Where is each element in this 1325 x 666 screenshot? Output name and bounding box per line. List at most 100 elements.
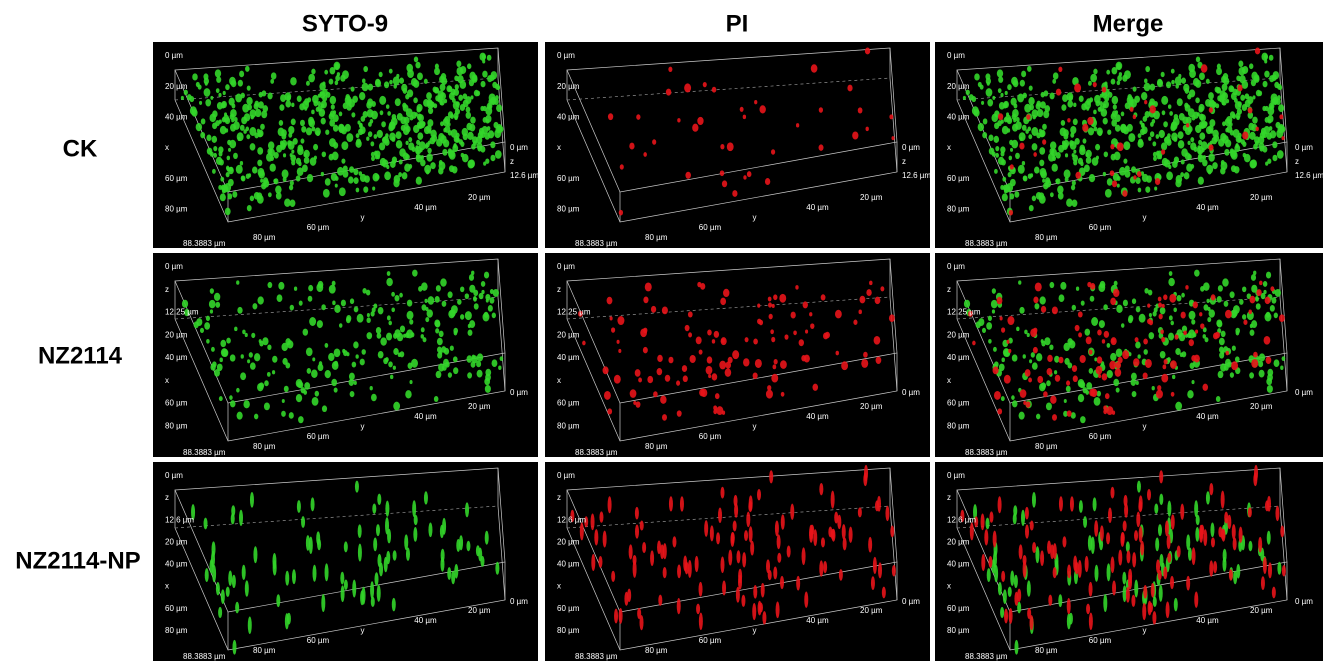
cell: [963, 96, 966, 100]
cell: [1232, 346, 1236, 351]
cell: [771, 337, 775, 342]
cell: [393, 550, 397, 560]
cell: [1078, 332, 1082, 337]
cell: [1061, 120, 1065, 126]
cell: [1253, 473, 1257, 486]
cell: [466, 107, 471, 113]
cell: [618, 349, 621, 353]
cell: [388, 361, 393, 367]
cell: [182, 300, 188, 308]
axis-label: 80 µm: [1035, 442, 1058, 451]
cell: [993, 347, 997, 352]
cell: [281, 411, 286, 417]
cell: [400, 116, 406, 124]
cell: [988, 339, 992, 344]
cell: [635, 524, 639, 538]
cell: [1240, 95, 1245, 101]
cell: [1135, 337, 1139, 342]
axis-label: z: [947, 285, 951, 294]
cell: [303, 329, 309, 336]
cell: [344, 579, 348, 590]
axis-label: z: [165, 493, 169, 502]
cell: [1000, 316, 1003, 320]
cell: [1032, 362, 1038, 369]
cell: [1190, 363, 1195, 369]
cell: [1107, 129, 1111, 134]
cell: [355, 354, 358, 358]
cell: [333, 110, 336, 114]
cell: [480, 131, 485, 138]
cell: [1001, 159, 1006, 165]
cell: [821, 537, 825, 547]
cell: [407, 300, 412, 307]
cell: [229, 77, 236, 86]
cell: [481, 81, 486, 87]
cell: [1110, 353, 1116, 361]
cell: [235, 94, 242, 103]
cell: [821, 294, 826, 300]
cell: [1231, 165, 1236, 172]
cell: [1134, 580, 1138, 598]
cell: [490, 74, 495, 81]
cell: [680, 496, 684, 511]
cell: [221, 348, 228, 357]
cell: [250, 143, 256, 150]
cell: [248, 616, 252, 634]
cell: [406, 141, 409, 145]
cell: [1171, 80, 1175, 85]
cell: [1105, 189, 1112, 198]
cell: [1134, 530, 1138, 541]
cell: [1027, 580, 1031, 596]
cell: [775, 520, 779, 536]
cell: [731, 532, 735, 544]
cell: [1213, 561, 1217, 573]
axis-label: 20 µm: [468, 606, 491, 615]
cell: [442, 301, 447, 307]
cell: [390, 375, 393, 380]
axis-label: 60 µm: [165, 604, 188, 613]
cell: [1100, 525, 1104, 541]
cell: [1118, 357, 1123, 364]
cell: [1150, 84, 1155, 91]
cell: [189, 96, 194, 102]
cell: [490, 155, 495, 162]
cell: [430, 102, 435, 108]
cell: [1033, 347, 1038, 353]
cell: [1133, 358, 1139, 366]
cell: [1112, 96, 1119, 104]
cell: [1164, 359, 1168, 364]
cell: [323, 189, 330, 198]
cell: [1117, 80, 1121, 85]
cell: [1222, 135, 1229, 143]
cell: [770, 329, 774, 334]
cell: [440, 557, 444, 572]
cell: [1174, 598, 1178, 611]
cell: [986, 518, 990, 530]
cell: [1168, 278, 1174, 286]
cell: [229, 395, 233, 400]
cell: [1201, 141, 1208, 150]
cell: [682, 365, 687, 372]
cell: [716, 406, 723, 415]
cell: [1154, 307, 1158, 312]
cell: [349, 166, 354, 173]
cell: [1123, 300, 1128, 307]
cell: [1223, 73, 1228, 80]
cell: [471, 361, 476, 367]
cell: [267, 372, 271, 377]
cell: [1053, 72, 1059, 79]
cell: [345, 96, 352, 105]
cell: [1012, 354, 1018, 361]
cell: [720, 144, 724, 149]
axis-label: 60 µm: [947, 399, 970, 408]
cell: [777, 553, 781, 563]
cell: [1019, 544, 1023, 559]
cell: [299, 301, 303, 306]
cell: [315, 391, 319, 397]
cell: [861, 359, 868, 368]
cell: [1139, 526, 1143, 542]
cell: [1222, 121, 1226, 126]
cell: [1152, 611, 1156, 624]
cell: [713, 409, 717, 414]
cell: [617, 316, 624, 325]
